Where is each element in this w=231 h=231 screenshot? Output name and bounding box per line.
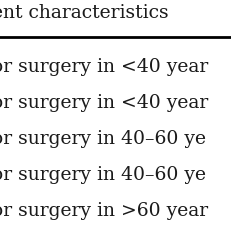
Text: or surgery in >60 year: or surgery in >60 year <box>0 201 207 219</box>
Text: ent characteristics: ent characteristics <box>0 4 168 22</box>
Text: or surgery in 40–60 ye: or surgery in 40–60 ye <box>0 129 205 147</box>
Text: or surgery in 40–60 ye: or surgery in 40–60 ye <box>0 165 205 183</box>
Text: or surgery in <40 year: or surgery in <40 year <box>0 94 207 112</box>
Text: or surgery in <40 year: or surgery in <40 year <box>0 58 207 76</box>
